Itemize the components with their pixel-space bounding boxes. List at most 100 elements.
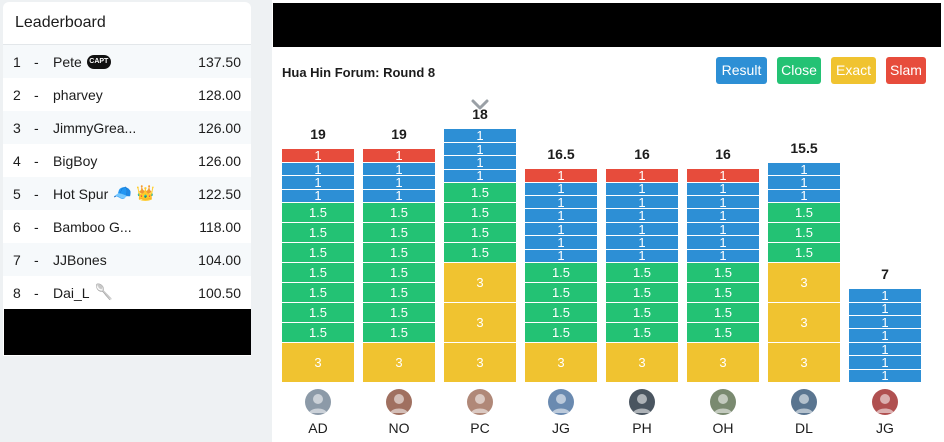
score-segment: 1.5 xyxy=(687,262,759,282)
score-segment: 1.5 xyxy=(606,322,678,342)
score-segment: 1 xyxy=(282,162,354,177)
score-segment: 1.5 xyxy=(282,202,354,222)
rank: 4 xyxy=(13,152,21,169)
redacted-block xyxy=(4,309,251,355)
score-segment: 1.5 xyxy=(606,282,678,302)
score-segment: 3 xyxy=(768,262,840,302)
legend-slam-button[interactable]: Slam xyxy=(886,57,926,84)
rank: 5 xyxy=(13,185,21,202)
separator: - xyxy=(34,119,39,136)
legend-result-button[interactable]: Result xyxy=(716,57,767,84)
player-avatar[interactable] xyxy=(791,389,817,415)
score-segment: 1.5 xyxy=(282,262,354,282)
player-name: pharvey xyxy=(53,86,103,103)
score-segment: 1.5 xyxy=(282,302,354,322)
player-name-cell: BigBoy xyxy=(53,153,97,169)
score-segment: 3 xyxy=(687,342,759,382)
player-avatar[interactable] xyxy=(467,389,493,415)
score-segment: 1 xyxy=(363,188,435,203)
score-segment: 1 xyxy=(849,368,921,383)
score-segment: 1 xyxy=(444,142,516,157)
player-name: Bamboo G... xyxy=(53,218,132,235)
player-name: Dai_L xyxy=(53,284,90,301)
score-segment: 1.5 xyxy=(444,182,516,202)
legend-exact-button[interactable]: Exact xyxy=(831,57,876,84)
score-segment: 3 xyxy=(444,302,516,342)
score-segment: 1.5 xyxy=(525,282,597,302)
score-segment: 1 xyxy=(525,195,597,210)
player-initials: DL xyxy=(795,420,813,436)
player-avatar[interactable] xyxy=(548,389,574,415)
score-segment: 1 xyxy=(444,128,516,143)
score-segment: 1.5 xyxy=(363,322,435,342)
player-name-cell: Dai_L 🥄 xyxy=(53,285,113,301)
score-segment: 3 xyxy=(363,342,435,382)
leaderboard-row[interactable]: 2- pharvey 128.00 xyxy=(3,78,251,111)
player-initials: PH xyxy=(632,420,652,436)
separator: - xyxy=(34,53,39,70)
captain-badge: CAPT xyxy=(86,54,111,69)
player-points: 137.50 xyxy=(198,53,241,70)
rank: 6 xyxy=(13,218,21,235)
score-segment: 1.5 xyxy=(282,222,354,242)
score-segment: 1 xyxy=(687,235,759,250)
score-segment: 3 xyxy=(606,342,678,382)
separator: - xyxy=(34,152,39,169)
leaderboard-row[interactable]: 8- Dai_L 🥄 100.50 xyxy=(3,276,251,309)
column-total: 15.5 xyxy=(790,139,818,156)
award-icon: 🥄 xyxy=(94,284,114,301)
slam-segment: 1 xyxy=(282,148,354,163)
score-segment: 1 xyxy=(687,208,759,223)
leaderboard-row[interactable]: 5- Hot Spur 🧢 👑 122.50 xyxy=(3,177,251,210)
column-total: 16 xyxy=(715,146,731,163)
score-segment: 1 xyxy=(525,181,597,196)
column-total: 7 xyxy=(881,266,889,283)
player-avatar[interactable] xyxy=(710,389,736,415)
column-total: 16 xyxy=(634,146,650,163)
leaderboard-row[interactable]: 3- JimmyGrea... 126.00 xyxy=(3,111,251,144)
rank: 3 xyxy=(13,119,21,136)
player-avatar[interactable] xyxy=(386,389,412,415)
score-segment: 1.5 xyxy=(282,322,354,342)
player-name-cell: Hot Spur 🧢 👑 xyxy=(53,186,155,202)
column-total: 19 xyxy=(310,126,326,143)
score-segment: 1 xyxy=(363,162,435,177)
score-segment: 1 xyxy=(849,342,921,357)
score-segment: 1 xyxy=(849,328,921,343)
score-segment: 1.5 xyxy=(768,242,840,262)
score-segment: 1 xyxy=(768,175,840,190)
round-title: Hua Hin Forum: Round 8 xyxy=(282,65,436,80)
score-segment: 1.5 xyxy=(363,262,435,282)
score-segment: 1 xyxy=(606,222,678,237)
player-name: Pete xyxy=(53,53,82,70)
leaderboard-row[interactable]: 1- Pete CAPT 137.50 xyxy=(3,45,251,78)
award-icon: 🧢 👑 xyxy=(113,185,155,202)
score-segment: 1 xyxy=(849,288,921,303)
score-segment: 1 xyxy=(606,248,678,263)
leaderboard-row[interactable]: 7- JJBones 104.00 xyxy=(3,243,251,276)
player-name: BigBoy xyxy=(53,152,98,169)
player-name-cell: JJBones xyxy=(53,252,107,268)
player-points: 126.00 xyxy=(198,119,241,136)
chevron-down-icon[interactable] xyxy=(470,98,490,112)
score-segment: 1 xyxy=(768,188,840,203)
score-segment: 1 xyxy=(444,168,516,183)
score-segment: 1 xyxy=(849,301,921,316)
score-segment: 1 xyxy=(687,248,759,263)
score-segment: 1 xyxy=(687,222,759,237)
score-segment: 1 xyxy=(606,195,678,210)
rank: 2 xyxy=(13,86,21,103)
player-name: Hot Spur xyxy=(53,185,109,202)
player-avatar[interactable] xyxy=(305,389,331,415)
score-segment: 1 xyxy=(525,248,597,263)
score-segment: 1.5 xyxy=(687,282,759,302)
player-avatar[interactable] xyxy=(872,389,898,415)
leaderboard-title: Leaderboard xyxy=(3,2,251,45)
player-avatar[interactable] xyxy=(629,389,655,415)
leaderboard-row[interactable]: 4- BigBoy 126.00 xyxy=(3,144,251,177)
leaderboard-row[interactable]: 6- Bamboo G... 118.00 xyxy=(3,210,251,243)
column-total: 19 xyxy=(391,126,407,143)
legend-close-button[interactable]: Close xyxy=(777,57,821,84)
score-segment: 1.5 xyxy=(525,322,597,342)
player-name-cell: Bamboo G... xyxy=(53,219,132,235)
